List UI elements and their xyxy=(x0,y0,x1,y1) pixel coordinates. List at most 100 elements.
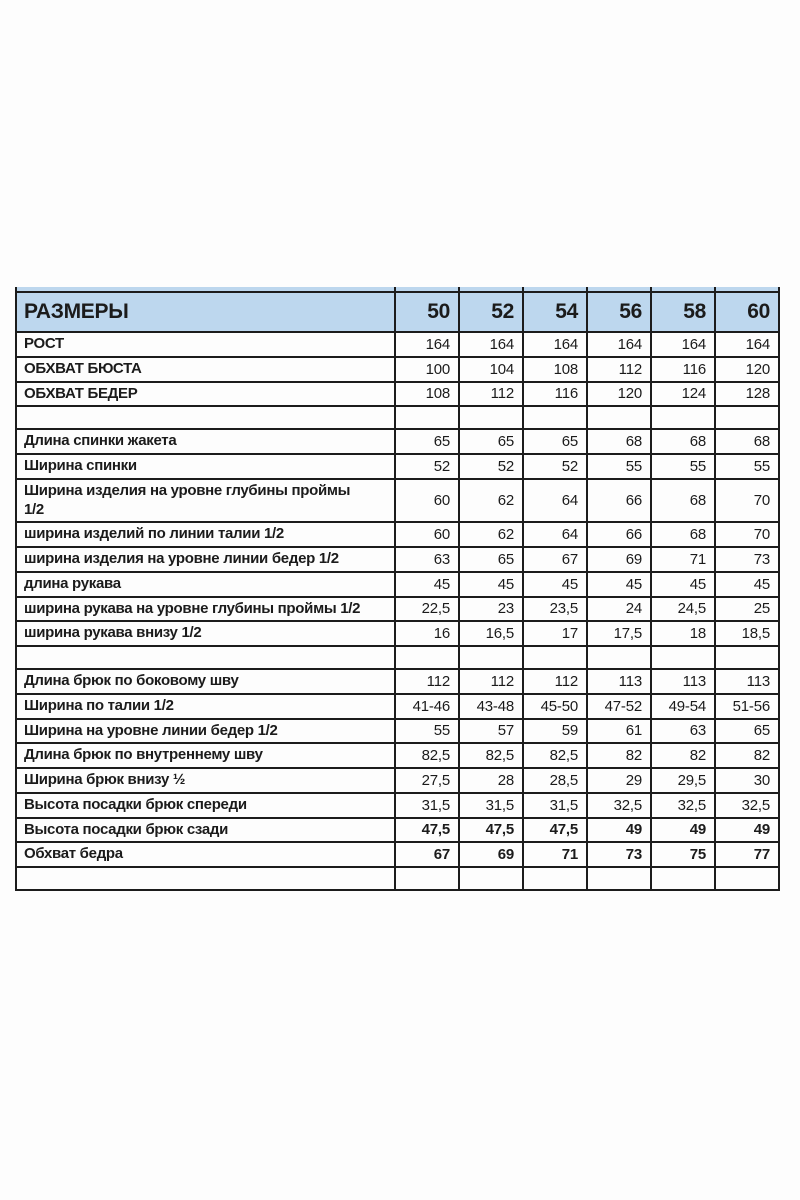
row-label-cell xyxy=(15,645,396,670)
value-cell: 45 xyxy=(714,570,780,598)
value-cell: 62 xyxy=(458,477,524,524)
measurement-row: Длина брюк по внутреннему шву 82,5 82,5 82,… xyxy=(15,742,780,769)
value-cell: 164 xyxy=(458,331,524,358)
row-label-cell: Длина брюк по боковому шву xyxy=(15,668,396,695)
measurement-row: Ширина по талии 1/2 41-46 43-48 45-50 47-52 4… xyxy=(15,692,780,720)
measurement-row: ОБХВАТ БЮСТА 100 104 108 112 116 120 xyxy=(15,355,780,383)
value-cell xyxy=(522,405,588,431)
value-cell: 68 xyxy=(714,428,780,455)
value-cell: 45-50 xyxy=(522,692,588,720)
value-cell: 112 xyxy=(522,668,588,695)
spacer-row xyxy=(15,405,780,431)
value-cell xyxy=(586,405,652,431)
value-cell: 59 xyxy=(522,717,588,745)
measurement-row: ширина изделия на уровне линии бедер 1/2… xyxy=(15,546,780,573)
size-table-body: РОСТ 164 164 164 164 164 164 ОБХВАТ БЮСТА 100 104… xyxy=(15,331,780,891)
value-cell: 49 xyxy=(650,816,716,844)
value-cell: 45 xyxy=(586,570,652,598)
value-cell: 100 xyxy=(394,355,460,383)
value-cell xyxy=(650,645,716,670)
value-cell: 55 xyxy=(650,453,716,480)
value-cell: 70 xyxy=(714,521,780,548)
value-cell: 65 xyxy=(458,428,524,455)
measurement-row: длина рукава 45 45 45 45 45 45 xyxy=(15,570,780,598)
value-cell: 55 xyxy=(714,453,780,480)
value-cell: 55 xyxy=(586,453,652,480)
size-column-header-50: 50 xyxy=(394,287,460,333)
value-cell: 64 xyxy=(522,521,588,548)
value-cell: 51-56 xyxy=(714,692,780,720)
value-cell: 17 xyxy=(522,620,588,647)
value-cell: 28 xyxy=(458,767,524,794)
value-cell: 77 xyxy=(714,841,780,868)
value-cell: 66 xyxy=(586,477,652,524)
value-cell: 65 xyxy=(714,717,780,745)
value-cell: 18,5 xyxy=(714,620,780,647)
value-cell: 32,5 xyxy=(714,791,780,819)
value-cell: 43-48 xyxy=(458,692,524,720)
value-cell xyxy=(714,405,780,431)
size-column-header-58: 58 xyxy=(650,287,716,333)
value-cell: 71 xyxy=(650,546,716,573)
value-cell: 68 xyxy=(650,477,716,524)
value-cell: 31,5 xyxy=(458,791,524,819)
value-cell: 82 xyxy=(714,742,780,769)
value-cell: 69 xyxy=(458,841,524,868)
value-cell: 108 xyxy=(394,380,460,408)
value-cell: 68 xyxy=(586,428,652,455)
value-cell: 52 xyxy=(458,453,524,480)
value-cell: 67 xyxy=(394,841,460,868)
value-cell: 66 xyxy=(586,521,652,548)
row-label-cell: ширина рукава на уровне глубины проймы 1… xyxy=(15,595,396,623)
value-cell: 124 xyxy=(650,380,716,408)
value-cell: 108 xyxy=(522,355,588,383)
value-cell: 113 xyxy=(650,668,716,695)
value-cell: 60 xyxy=(394,477,460,524)
value-cell: 57 xyxy=(458,717,524,745)
spacer-row xyxy=(15,645,780,670)
value-cell: 73 xyxy=(714,546,780,573)
value-cell: 69 xyxy=(586,546,652,573)
value-cell: 28,5 xyxy=(522,767,588,794)
value-cell: 65 xyxy=(458,546,524,573)
value-cell: 52 xyxy=(522,453,588,480)
row-label-cell: Высота посадки брюк сзади xyxy=(15,816,396,844)
value-cell xyxy=(522,866,588,891)
value-cell: 24 xyxy=(586,595,652,623)
size-table-title: РАЗМЕРЫ xyxy=(15,287,396,333)
value-cell: 29,5 xyxy=(650,767,716,794)
value-cell: 47,5 xyxy=(458,816,524,844)
value-cell: 82 xyxy=(650,742,716,769)
value-cell: 116 xyxy=(650,355,716,383)
row-label-cell: Ширина на уровне линии бедер 1/2 xyxy=(15,717,396,745)
value-cell: 64 xyxy=(522,477,588,524)
value-cell xyxy=(714,645,780,670)
row-label-cell xyxy=(15,405,396,431)
measurement-row: ОБХВАТ БЕДЕР 108 112 116 120 124 128 xyxy=(15,380,780,408)
value-cell: 120 xyxy=(586,380,652,408)
value-cell: 164 xyxy=(650,331,716,358)
value-cell: 164 xyxy=(394,331,460,358)
value-cell: 75 xyxy=(650,841,716,868)
value-cell: 61 xyxy=(586,717,652,745)
value-cell: 68 xyxy=(650,428,716,455)
size-table-header-row: РАЗМЕРЫ 50 52 54 56 58 60 xyxy=(15,287,780,333)
measurement-row: Длина спинки жакета 65 65 65 68 68 68 xyxy=(15,428,780,455)
row-label-cell: Обхват бедра xyxy=(15,841,396,868)
value-cell: 113 xyxy=(714,668,780,695)
value-cell: 45 xyxy=(394,570,460,598)
value-cell xyxy=(394,405,460,431)
value-cell: 60 xyxy=(394,521,460,548)
value-cell: 164 xyxy=(522,331,588,358)
value-cell xyxy=(394,645,460,670)
value-cell: 17,5 xyxy=(586,620,652,647)
value-cell: 112 xyxy=(394,668,460,695)
value-cell: 31,5 xyxy=(522,791,588,819)
value-cell: 104 xyxy=(458,355,524,383)
value-cell: 29 xyxy=(586,767,652,794)
value-cell: 70 xyxy=(714,477,780,524)
size-column-header-56: 56 xyxy=(586,287,652,333)
value-cell: 128 xyxy=(714,380,780,408)
value-cell: 27,5 xyxy=(394,767,460,794)
